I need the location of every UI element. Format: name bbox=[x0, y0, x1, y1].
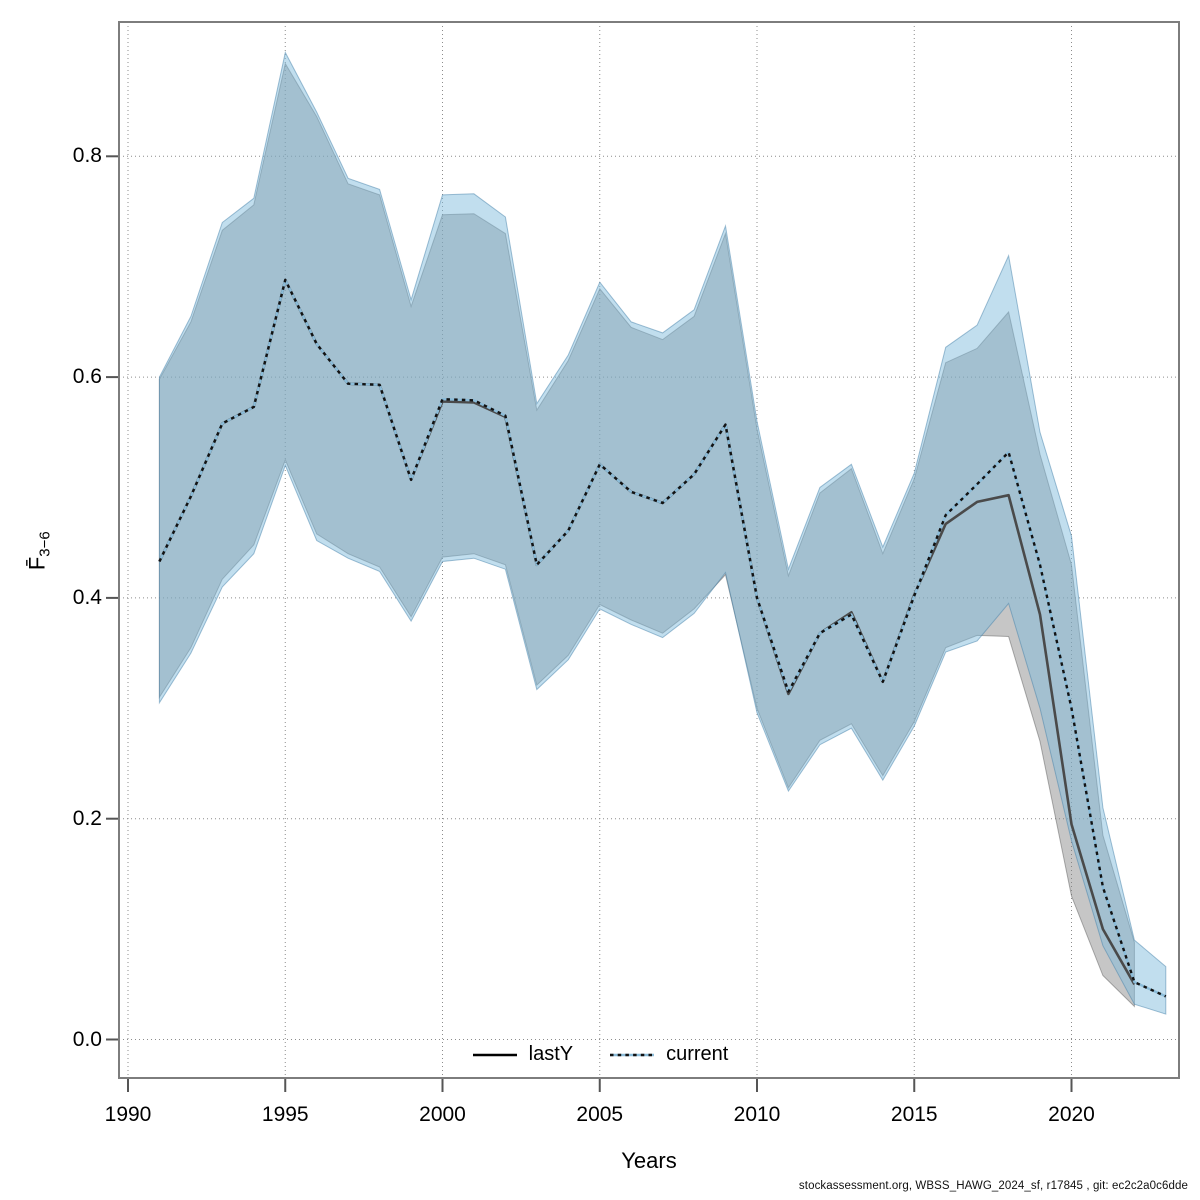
x-tick-label: 1995 bbox=[261, 1103, 309, 1126]
y-axis-title-subscript: 3−6 bbox=[36, 531, 54, 557]
x-tick-label: 1990 bbox=[104, 1103, 152, 1126]
x-tick-label: 2020 bbox=[1048, 1103, 1095, 1126]
y-axis-title-main: F̄ bbox=[24, 556, 50, 571]
x-axis-title: Years bbox=[621, 1148, 677, 1173]
current-confidence-band bbox=[158, 51, 1167, 1015]
current-median-line bbox=[158, 278, 1167, 998]
legend-label-current: current bbox=[666, 1043, 729, 1065]
y-tick-label: 0.2 bbox=[72, 806, 102, 830]
legend-item-lasty: lastY bbox=[472, 1043, 573, 1066]
legend-item-current: current bbox=[609, 1043, 728, 1066]
y-tick-label: 0.6 bbox=[72, 365, 102, 389]
legend-label-lasty: lastY bbox=[528, 1043, 574, 1065]
x-tick-label: 2000 bbox=[419, 1103, 466, 1126]
y-tick-label: 0.0 bbox=[72, 1027, 102, 1051]
x-tick-label: 2010 bbox=[733, 1103, 781, 1126]
y-tick-label: 0.4 bbox=[72, 585, 102, 609]
lasty-confidence-band bbox=[158, 62, 1135, 1008]
lasty-line-sample-icon bbox=[472, 1053, 517, 1056]
plot-border bbox=[118, 21, 1180, 1079]
x-tick-label: 2015 bbox=[890, 1103, 938, 1126]
y-tick-label: 0.8 bbox=[72, 144, 102, 168]
x-tick-label: 2005 bbox=[576, 1103, 624, 1126]
legend: lastY current bbox=[0, 1043, 1200, 1066]
footer-note: stockassessment.org, WBSS_HAWG_2024_sf, … bbox=[798, 1180, 1188, 1192]
current-line-sample-icon bbox=[610, 1053, 655, 1056]
